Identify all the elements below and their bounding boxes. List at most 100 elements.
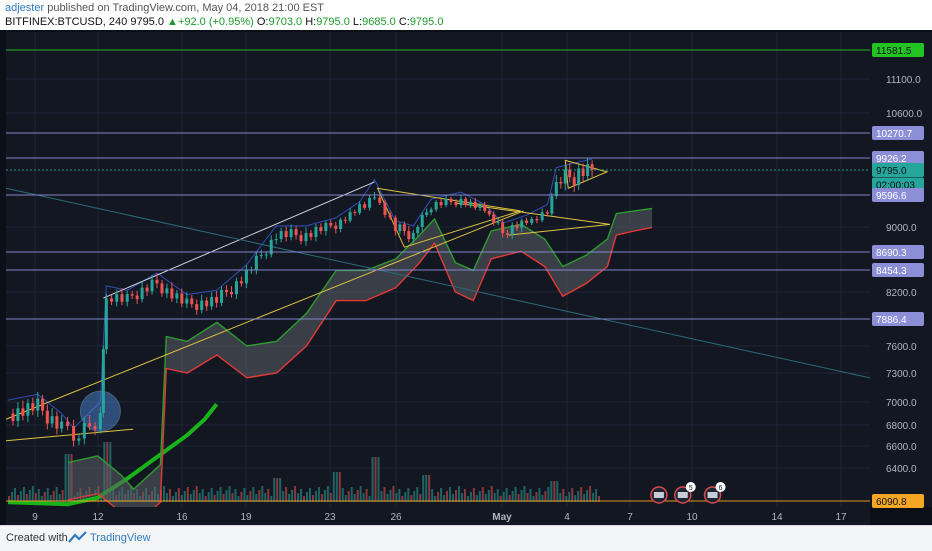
candle-body — [93, 426, 97, 430]
candle-body — [195, 304, 199, 310]
candle-body — [279, 231, 283, 240]
price-label-badge — [872, 188, 924, 202]
long-downtrend-line — [5, 187, 871, 379]
candle-body — [314, 227, 318, 238]
candle-body — [368, 197, 372, 208]
volume-bar — [440, 488, 443, 502]
volume-bar — [410, 495, 413, 502]
volume-bar — [183, 491, 186, 502]
volume-bar — [338, 472, 341, 502]
volume-bar — [37, 489, 40, 502]
candle-body — [150, 279, 154, 292]
volume-bar — [490, 486, 493, 502]
candle-body — [11, 413, 15, 421]
volume-bar — [580, 487, 583, 502]
price-label-text: 9926.2 — [876, 154, 907, 165]
volume-bar — [511, 491, 514, 502]
volume-bar — [335, 472, 338, 502]
volume-bar — [407, 488, 410, 502]
volume-bar — [365, 489, 368, 502]
price-chart[interactable]: 6400.0 6600.0 6800.0 7000.0 7300.0 7600.0 8200… — [0, 30, 932, 525]
time-tick-label: May — [492, 512, 512, 523]
candle-body — [239, 281, 243, 284]
volume-bar — [505, 488, 508, 502]
price-label-badge — [872, 163, 924, 177]
candle-body — [454, 201, 458, 206]
volume-bar — [279, 478, 282, 502]
price-tick-label: 10600.0 — [886, 109, 923, 120]
volume-bar — [252, 487, 255, 502]
volume-bar — [368, 496, 371, 502]
candle-body — [101, 349, 105, 413]
volume-bar — [243, 488, 246, 502]
volume-bar — [538, 488, 541, 502]
volume-bar — [532, 496, 535, 502]
candle-body — [165, 288, 169, 294]
candle-body — [140, 287, 144, 300]
time-axis[interactable] — [6, 507, 870, 525]
volume-bar — [19, 491, 22, 502]
volume-bar — [314, 491, 317, 502]
volume-bar — [484, 494, 487, 502]
author-link[interactable]: adjester — [5, 2, 45, 14]
candle-body — [353, 211, 357, 213]
volume-bar — [347, 491, 350, 502]
tradingview-link[interactable]: TradingView — [90, 532, 151, 544]
volume-bar — [320, 494, 323, 502]
open-label: O: — [256, 16, 269, 28]
volume-bar — [40, 496, 43, 502]
volume-bar — [577, 491, 580, 502]
candle-body — [98, 412, 102, 430]
volume-bar — [514, 487, 517, 502]
candle-body — [464, 198, 468, 206]
volume-bar — [267, 489, 270, 502]
candle-body — [535, 218, 539, 221]
volume-bar — [31, 486, 34, 502]
volume-bar — [446, 491, 449, 502]
volume-bar — [502, 492, 505, 502]
price-tick-label: 9000.0 — [886, 223, 917, 234]
price-label-badge — [872, 245, 924, 259]
volume-bar — [520, 490, 523, 502]
volume-bar — [261, 486, 264, 502]
candle-body — [190, 298, 194, 305]
price-axis-labels: 6400.0 6600.0 6800.0 7000.0 7300.0 7600.0 8200… — [872, 43, 924, 508]
volume-bar — [165, 493, 168, 502]
volume-bar — [300, 489, 303, 502]
candle-body — [501, 222, 505, 234]
candle-body — [407, 231, 411, 240]
candle-body — [449, 198, 453, 202]
candle-body — [319, 227, 323, 232]
volume-bar — [222, 494, 225, 502]
time-tick-label: 19 — [240, 512, 252, 523]
volume-bar — [428, 475, 431, 502]
candle-body — [348, 211, 352, 221]
candle-body — [45, 410, 49, 424]
candle-body — [110, 298, 114, 302]
candle-body — [264, 254, 268, 256]
volume-bar — [571, 488, 574, 502]
candle-body — [175, 293, 179, 299]
volume-bar — [437, 492, 440, 502]
volume-bar — [288, 494, 291, 502]
time-tick-label: 14 — [771, 512, 783, 523]
volume-bar — [523, 486, 526, 502]
volume-bar — [323, 490, 326, 502]
time-tick-label: 9 — [32, 512, 38, 523]
candle-body — [170, 288, 174, 299]
cloud-upper-span — [67, 207, 653, 491]
volume-bar — [416, 487, 419, 502]
price-label-text: 6090.8 — [876, 497, 907, 508]
volume-bar — [469, 492, 472, 502]
volume-bar — [595, 489, 598, 502]
publish-info: published on TradingView.com, May 04, 20… — [47, 2, 325, 14]
symbol-label[interactable]: BITFINEX:BTCUSD, 240 — [5, 16, 128, 28]
volume-bar — [592, 493, 595, 502]
volume-bar — [171, 496, 174, 502]
price-tick-label: 6800.0 — [886, 421, 917, 432]
volume-bar — [589, 486, 592, 502]
candle-body — [343, 219, 347, 221]
price-label-badge — [872, 177, 924, 192]
volume-bar — [240, 492, 243, 502]
volume-bar — [478, 491, 481, 502]
